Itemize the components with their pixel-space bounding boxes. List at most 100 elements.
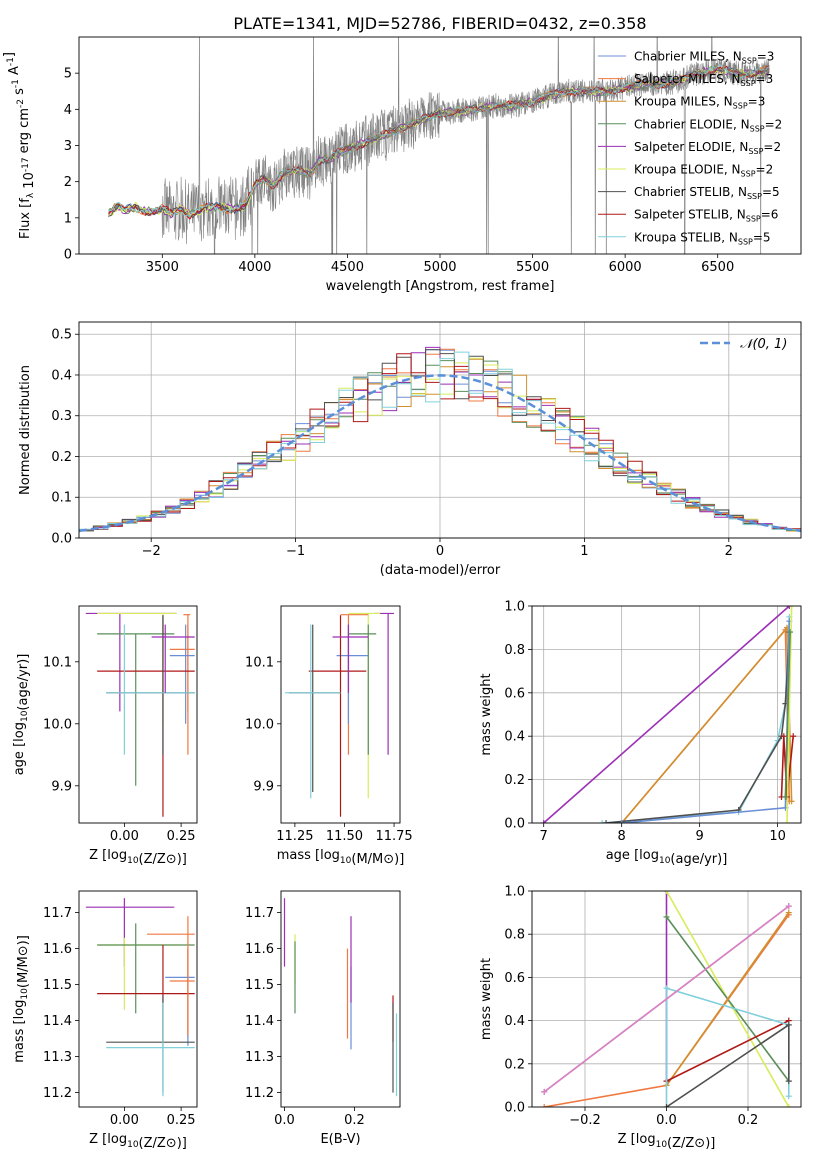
subscript: SSP	[742, 57, 757, 66]
text-run: wavelength [Angstrom, rest frame]	[326, 279, 555, 294]
superscript: -2	[16, 99, 26, 108]
text-run: age [	[12, 742, 27, 775]
y-tick-label: 0.2	[504, 773, 525, 788]
mass_weight_vs_Z-plot-area	[541, 891, 792, 1107]
axes-frame	[280, 890, 401, 1108]
x-tick-label: −0.2	[569, 1113, 601, 1128]
legend-entry: Kroupa ELODIE, NSSP=2	[634, 163, 773, 179]
x-tick-label: 7	[540, 829, 548, 844]
observed-spectrum-line	[108, 37, 770, 254]
x-axis-label: (data-model)/error	[380, 563, 501, 578]
text-run: Flux [f	[18, 198, 33, 239]
gaussian-curve	[79, 374, 801, 533]
y-tick-label: 0.0	[504, 1101, 525, 1116]
text-run: =3	[748, 95, 766, 109]
mass-weight-line	[543, 905, 790, 1093]
x-tick-label: 5000	[423, 260, 456, 275]
y-axis-label: mass weight	[479, 673, 494, 755]
y-tick-label: 0.2	[504, 1057, 525, 1072]
text-run: log	[12, 722, 27, 742]
x-tick-label: 0.2	[344, 1113, 365, 1128]
y-tick-label: 10.1	[43, 655, 72, 670]
subscript: 10	[20, 988, 30, 1000]
legend-entry: Salpeter MILES, NSSP=3	[634, 72, 773, 88]
mass-weight-line	[665, 912, 790, 1086]
y-axis-label: Normed distribution	[18, 365, 33, 495]
subscript: SSP	[750, 124, 765, 133]
y-tick-label: 11.5	[43, 978, 72, 993]
spectrum-panel: 3500 4000 4500 5000 5500 6000 6500 0 1 2 3 4 5 wavele…	[2, 36, 802, 294]
x-tick-label: 8	[618, 829, 626, 844]
subscript: λ	[26, 192, 36, 198]
text-run: mass weight	[479, 673, 494, 755]
mass-weight-line	[602, 616, 791, 823]
x-axis-label: Z [log10(Z/Z⊙)]	[89, 1132, 187, 1151]
text-run: (M/M⊙)]	[351, 852, 404, 867]
subscript: SSP	[741, 170, 756, 179]
text-run: (Z/Z⊙)]	[139, 852, 187, 867]
y-tick-label: 11.3	[43, 1050, 72, 1065]
text-run: log	[12, 1000, 27, 1020]
x-tick-label: 0.25	[167, 829, 196, 844]
text-run: =2	[756, 163, 774, 177]
mass-weight-line	[665, 987, 790, 1107]
subscript: 10	[659, 856, 671, 866]
x-tick-label: 9	[695, 829, 703, 844]
subscript: SSP	[746, 215, 761, 224]
text-run: (age/yr)]	[670, 852, 727, 867]
y-tick-label: 0.8	[504, 928, 525, 943]
x-tick-label: 0.0	[656, 1113, 677, 1128]
axes-frame	[78, 890, 198, 1108]
text-run: s	[12, 88, 27, 99]
legend-entry: Salpeter ELODIE, NSSP=2	[634, 140, 781, 156]
text-run: Z [	[618, 1132, 636, 1147]
residuals-plot-area	[79, 346, 801, 533]
y-tick-label: 10.0	[43, 717, 72, 732]
subscript: 10	[127, 1140, 139, 1150]
mass-weight-line	[606, 631, 791, 823]
x-tick-label: 0.2	[738, 1113, 759, 1128]
x-axis-label: Z [log10(Z/Z⊙)]	[89, 848, 187, 867]
legend-entry: Chabrier MILES, NSSP=3	[634, 50, 774, 66]
model-spectrum-line	[108, 66, 770, 219]
age_vs_mass-plot-area	[284, 612, 395, 817]
text-run: Chabrier ELODIE, N	[634, 117, 750, 131]
mass_vs_EBV-plot-area	[283, 898, 398, 1097]
age_vs_Z-plot-area	[85, 612, 195, 817]
y-tick-label: 11.4	[43, 1014, 72, 1029]
figure-title: PLATE=1341, MJD=52786, FIBERID=0432, z=0…	[233, 14, 646, 33]
text-run: mass [	[12, 1019, 27, 1062]
subscript: SSP	[748, 147, 763, 156]
mass-weight-line	[786, 606, 793, 823]
legend-entry: Salpeter STELIB, NSSP=6	[634, 208, 778, 224]
y-tick-label: 1.0	[504, 600, 525, 615]
age_vs_mass-panel: 11.25 11.50 11.75 9.9 10.0 10.1 mass [log10(M/…	[245, 605, 413, 867]
legend-entry: Chabrier ELODIE, NSSP=2	[634, 117, 782, 133]
y-tick-label: 0	[64, 248, 72, 263]
y-tick-label: 11.3	[245, 1050, 274, 1065]
x-tick-label: 6500	[701, 260, 734, 275]
text-run: =2	[765, 117, 783, 131]
superscript: -1	[6, 57, 16, 66]
y-axis-label: mass weight	[479, 958, 494, 1040]
y-tick-label: 0.4	[504, 1014, 525, 1029]
text-run: 10	[22, 172, 37, 193]
x-tick-label: 6000	[609, 260, 642, 275]
text-run: Z [	[89, 848, 107, 863]
text-run: Salpeter STELIB, N	[634, 208, 746, 222]
y-tick-label: 4	[64, 103, 72, 118]
mass-weight-line	[666, 1023, 790, 1107]
mass_vs_Z-plot-area	[85, 898, 195, 1097]
x-tick-label: −2	[142, 544, 161, 559]
text-run: mass [	[277, 848, 320, 863]
y-tick-label: 10.0	[245, 717, 274, 732]
text-run: E(B-V)	[320, 1132, 360, 1147]
y-tick-label: 0.4	[504, 730, 525, 745]
subscript: SSP	[733, 102, 748, 111]
mass_vs_EBV-panel: 0.0 0.2 11.2 11.3 11.4 11.5 11.6 11.7 E(B-V)	[245, 890, 401, 1147]
text-run: =3	[757, 50, 775, 64]
y-tick-label: 0.3	[51, 409, 72, 424]
y-tick-label: 1	[64, 211, 72, 226]
subscript: SSP	[738, 237, 753, 246]
y-tick-label: 2	[64, 175, 72, 190]
